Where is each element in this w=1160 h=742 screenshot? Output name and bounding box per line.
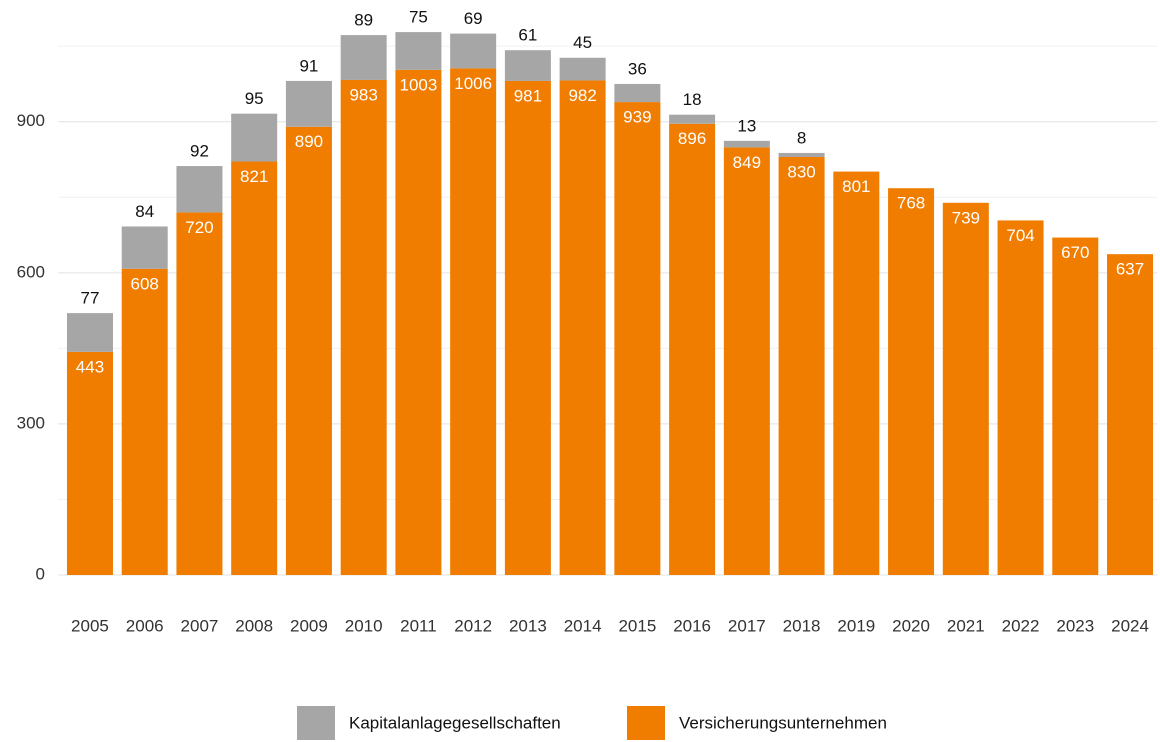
bar-segment [231,113,278,162]
bar-segment [1107,254,1154,575]
y-tick-label: 0 [36,564,45,583]
value-label: 75 [409,8,428,27]
bar-segment [997,220,1044,575]
bar-segment [395,69,442,576]
x-tick-label: 2008 [235,616,273,635]
value-label: 443 [76,357,104,376]
bar-segment [888,188,935,575]
bar-segment [285,80,332,127]
legend-swatch [297,706,335,740]
x-tick-label: 2019 [837,616,875,635]
bar-segment [450,68,497,575]
bar-segment [504,50,551,81]
value-label: 821 [240,167,268,186]
value-label: 983 [349,85,377,104]
bar-segment [504,80,551,575]
value-label: 670 [1061,243,1089,262]
bar-segment [614,102,661,576]
value-label: 13 [737,116,756,135]
bar-segment [66,351,113,575]
x-tick-label: 2009 [290,616,328,635]
x-tick-label: 2006 [126,616,164,635]
value-label: 45 [573,33,592,52]
value-label: 1006 [454,74,492,93]
bar-segment [231,161,278,576]
x-tick-label: 2018 [783,616,821,635]
value-label: 89 [354,11,373,30]
value-label: 61 [518,26,537,45]
x-tick-label: 2014 [564,616,602,635]
bar-segment [833,171,880,575]
bar-segment [1052,237,1099,575]
value-label: 69 [464,9,483,28]
legend-swatch [627,706,665,740]
x-tick-label: 2010 [345,616,383,635]
value-label: 896 [678,129,706,148]
value-label: 36 [628,59,647,78]
value-label: 801 [842,177,870,196]
bar-segment [450,33,497,69]
x-tick-label: 2017 [728,616,766,635]
bar-segment [778,156,825,575]
y-tick-label: 600 [17,262,45,281]
bar-segment [559,80,606,576]
bar-segment [942,202,989,575]
x-tick-label: 2016 [673,616,711,635]
x-tick-label: 2023 [1056,616,1094,635]
value-label: 981 [514,86,542,105]
y-tick-label: 300 [17,413,45,432]
value-label: 739 [952,208,980,227]
value-label: 8 [797,128,806,147]
value-label: 18 [683,90,702,109]
bar-segment [669,114,716,124]
x-tick-label: 2011 [400,616,437,635]
x-tick-label: 2007 [181,616,219,635]
value-label: 95 [245,89,264,108]
value-label: 890 [295,132,323,151]
bar-segment [340,79,387,576]
bar-segment [723,140,770,148]
x-tick-label: 2024 [1111,616,1149,635]
x-tick-label: 2013 [509,616,547,635]
value-label: 91 [299,56,318,75]
x-tick-label: 2015 [618,616,656,635]
value-label: 608 [131,274,159,293]
value-label: 768 [897,194,925,213]
legend-label: Kapitalanlagegesellschaften [349,713,561,732]
x-tick-label: 2021 [947,616,985,635]
value-label: 830 [787,162,815,181]
value-label: 720 [185,218,213,237]
bar-segment [559,57,606,81]
bar-segment [614,83,661,103]
bar-segment [121,268,168,575]
value-label: 84 [135,202,154,221]
x-tick-label: 2020 [892,616,930,635]
bar-segment [176,212,223,575]
bar-segment [723,147,770,575]
bar-segment [669,123,716,575]
value-label: 704 [1006,226,1034,245]
bar-segment [285,126,332,575]
value-label: 982 [568,86,596,105]
bar-segment [66,313,113,352]
bar-segment [176,166,223,213]
value-label: 1003 [399,75,437,94]
value-label: 637 [1116,260,1144,279]
value-label: 939 [623,108,651,127]
bar-segment [778,152,825,157]
bar-segment [121,226,168,269]
bar-segment [340,35,387,80]
x-tick-label: 2005 [71,616,109,635]
y-tick-label: 900 [17,111,45,130]
value-label: 92 [190,142,209,161]
bar-segment [395,32,442,70]
x-tick-label: 2022 [1002,616,1040,635]
value-label: 849 [733,153,761,172]
x-tick-label: 2012 [454,616,492,635]
legend-label: Versicherungsunternehmen [679,713,887,732]
value-label: 77 [81,289,100,308]
